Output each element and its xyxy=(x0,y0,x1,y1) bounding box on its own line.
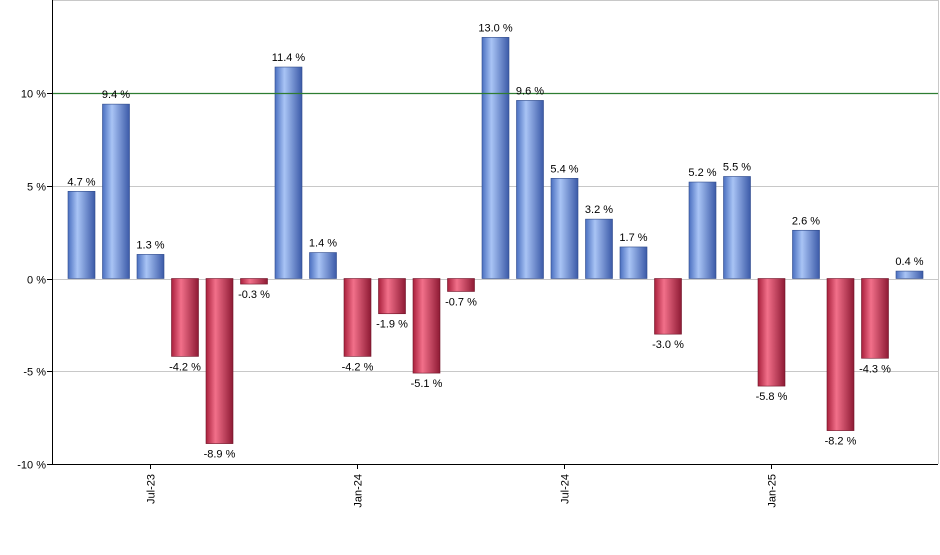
data-label: 5.4 % xyxy=(550,163,578,175)
x-tick-label: Jul-24 xyxy=(560,474,572,504)
bar xyxy=(895,270,924,279)
bar xyxy=(378,278,406,315)
data-label: 5.2 % xyxy=(688,167,716,179)
bar xyxy=(205,278,234,444)
data-label: -5.1 % xyxy=(411,378,443,390)
y-tick-label: 0 % xyxy=(27,275,46,287)
x-tick-label: Jan-25 xyxy=(767,474,779,508)
data-label: 9.4 % xyxy=(102,89,130,101)
bar xyxy=(343,278,372,357)
data-label: 1.4 % xyxy=(309,238,337,250)
bar xyxy=(516,100,544,279)
y-tick-label: 5 % xyxy=(27,182,46,194)
data-label: 11.4 % xyxy=(272,52,306,64)
bar xyxy=(585,218,613,279)
bar xyxy=(447,278,475,292)
data-label: -0.3 % xyxy=(238,289,270,301)
bar xyxy=(412,278,441,374)
data-label: 4.7 % xyxy=(67,176,95,188)
data-label: 13.0 % xyxy=(478,22,512,34)
data-label: 9.6 % xyxy=(516,85,544,97)
data-label: -3.0 % xyxy=(652,339,684,351)
y-tick-label: -10 % xyxy=(17,460,46,472)
data-labels: 4.7 % 9.4 % 1.3 % -4.2 % -8.9 % -0.3 % 11.4 % 1… xyxy=(67,22,923,460)
bar xyxy=(619,246,648,279)
data-label: 3.2 % xyxy=(585,204,613,216)
bar xyxy=(274,66,303,279)
x-tick-label: Jul-23 xyxy=(146,474,158,504)
data-label: -8.9 % xyxy=(204,449,236,461)
bar xyxy=(757,278,786,387)
bar xyxy=(171,278,199,357)
data-label: 2.6 % xyxy=(792,215,820,227)
data-label: -5.8 % xyxy=(756,391,788,403)
data-label: -8.2 % xyxy=(825,436,857,448)
data-label: 1.3 % xyxy=(136,239,164,251)
bar xyxy=(550,178,579,279)
bar xyxy=(102,103,130,279)
data-label: -1.9 % xyxy=(376,319,408,331)
data-label: -4.3 % xyxy=(859,363,891,375)
data-label: 1.7 % xyxy=(619,232,647,244)
x-tick-label: Jan-24 xyxy=(353,474,365,508)
bar xyxy=(826,278,855,431)
bar xyxy=(723,176,751,279)
bar xyxy=(792,229,820,279)
bar xyxy=(481,37,510,279)
bar xyxy=(861,278,889,359)
data-label: 0.4 % xyxy=(895,256,923,268)
axes: -10 % -5 % 0 % 5 % 10 % Jul-23 Jan-24 Jul-24 Jan… xyxy=(17,0,938,508)
bar xyxy=(654,278,682,335)
data-label: -4.2 % xyxy=(342,361,374,373)
bar xyxy=(309,252,337,279)
bar xyxy=(240,278,268,285)
bar xyxy=(67,191,96,279)
bar xyxy=(136,254,165,279)
bar xyxy=(688,181,717,279)
bars xyxy=(67,37,924,444)
data-label: -4.2 % xyxy=(169,361,201,373)
data-label: 5.5 % xyxy=(723,161,751,173)
data-label: -0.7 % xyxy=(445,296,477,308)
y-tick-label: -5 % xyxy=(23,367,46,379)
y-tick-label: 10 % xyxy=(21,89,46,101)
